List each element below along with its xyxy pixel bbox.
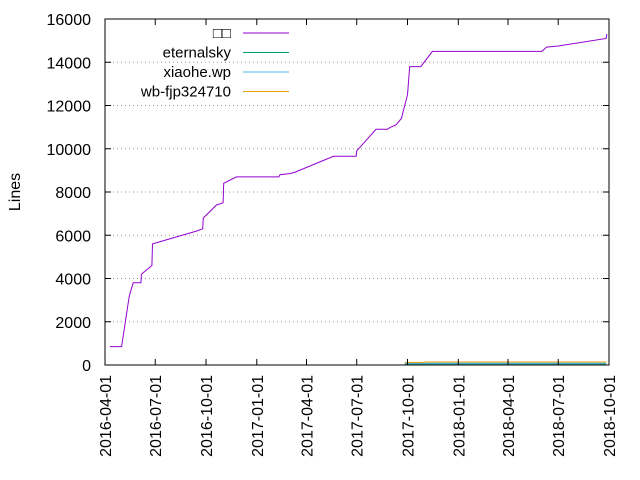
y-tick-label: 10000: [47, 142, 92, 159]
x-tick-label: 2018-07-01: [551, 375, 568, 457]
legend-label: eternalsky: [163, 45, 232, 62]
x-tick-label: 2018-04-01: [501, 375, 518, 457]
x-tick-label: 2018-01-01: [451, 375, 468, 457]
legend-label: □□: [213, 25, 231, 42]
y-axis-ticks: 0 2000 4000 6000 8000 10000 12000 14000 16000: [47, 12, 609, 375]
y-tick-label: 4000: [55, 272, 91, 289]
gridlines: [105, 61, 609, 323]
x-axis-ticks: 2016-04-01 2016-07-01 2016-10-01 2017-01-01…: [98, 19, 619, 457]
legend: □□ eternalsky xiaohe.wp wb-fjp324710: [140, 25, 289, 101]
x-tick-label: 2016-07-01: [148, 375, 165, 457]
y-tick-label: 6000: [55, 228, 91, 245]
legend-label: xiaohe.wp: [163, 64, 231, 81]
x-tick-label: 2017-07-01: [350, 375, 367, 457]
y-tick-label: 16000: [47, 12, 92, 29]
x-tick-label: 2016-10-01: [199, 375, 216, 457]
x-tick-label: 2017-10-01: [401, 375, 418, 457]
series-line--: [110, 34, 608, 348]
y-tick-label: 12000: [47, 99, 92, 116]
legend-label: wb-fjp324710: [140, 84, 231, 101]
x-tick-label: 2017-04-01: [299, 375, 316, 457]
y-tick-label: 8000: [55, 185, 91, 202]
y-tick-label: 2000: [55, 315, 91, 332]
y-tick-label: 0: [82, 358, 91, 375]
series-lines: [110, 34, 608, 365]
x-tick-label: 2016-04-01: [98, 375, 115, 457]
x-tick-label: 2018-10-01: [602, 375, 619, 457]
y-tick-label: 14000: [47, 55, 92, 72]
y-axis-title: Lines: [7, 173, 24, 211]
x-tick-label: 2017-01-01: [250, 375, 267, 457]
